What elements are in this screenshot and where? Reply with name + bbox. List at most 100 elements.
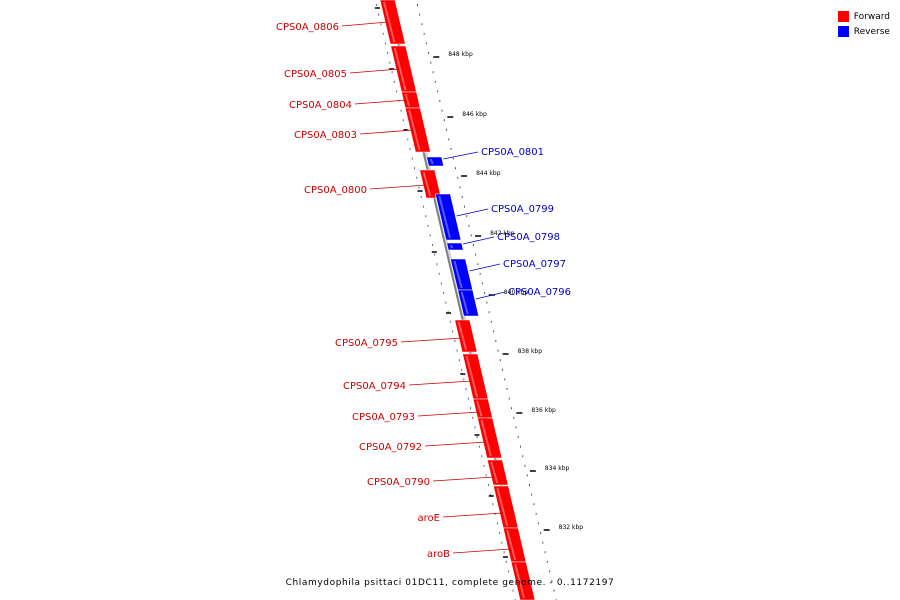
forward-swatch-icon [837, 11, 849, 22]
gene-label: CPS0A_0803 [294, 130, 357, 141]
ruler-dot [542, 541, 544, 544]
ruler-dot [382, 32, 384, 35]
ruler-dot [459, 186, 461, 189]
gene-label: CPS0A_0798 [497, 232, 560, 243]
legend-item-reverse: Reverse [837, 24, 890, 39]
gene-highlight [460, 291, 469, 315]
ruler-dot [449, 320, 451, 323]
tick-label: 838 kbp [518, 348, 543, 355]
gene-arrow [486, 459, 509, 486]
ruler-dot [470, 234, 472, 237]
ruler-dotted-line [375, 4, 557, 600]
ruler-dot [487, 484, 489, 486]
gene-label: CPS0A_0800 [304, 185, 367, 196]
ruler-dot [485, 474, 487, 477]
leader-line [400, 337, 462, 343]
gene-highlight [490, 461, 499, 484]
gene-feature [457, 289, 480, 317]
ruler-dot [470, 407, 472, 410]
gene-label: CPS0A_0793 [352, 412, 415, 423]
ruler-dot [457, 176, 459, 179]
gene-label: aroE [418, 513, 440, 524]
gene-highlight [496, 487, 509, 527]
gene-highlight [429, 158, 434, 165]
gene-label: CPS0A_0797 [503, 259, 566, 270]
legend-label: Reverse [853, 26, 890, 37]
ruler-dot [430, 61, 432, 64]
gene-feature [493, 485, 519, 529]
ruler-dot [393, 80, 395, 83]
ruler-dot [396, 90, 398, 93]
ruler-dot [380, 23, 382, 26]
gene-feature [486, 459, 509, 486]
leader-line [359, 129, 414, 135]
ruler-ticks: 848 kbp 846 kbp 844 kbp 842 kbp 840 kbp 838 k… [374, 7, 583, 558]
ruler-dot [502, 368, 504, 371]
ruler-dot [549, 570, 551, 573]
leader-line [456, 208, 489, 217]
ruler-dot [420, 196, 422, 198]
tick-label: 834 kbp [545, 465, 570, 472]
leader-line [424, 441, 487, 447]
leader-line [408, 380, 472, 386]
ruler-dot [495, 340, 497, 342]
ruler-dot [504, 378, 506, 381]
ruler-dot [465, 388, 467, 390]
ruler-dot [506, 388, 508, 390]
gene-arrow [510, 561, 536, 600]
ruler-dot [387, 52, 389, 54]
gene-feature [446, 242, 464, 251]
leader-line [432, 476, 495, 482]
ruler-dot [428, 52, 430, 54]
ruler-dot [384, 42, 386, 45]
gene-highlight [457, 321, 468, 351]
ruler-dot [476, 436, 478, 438]
ruler-dot [458, 359, 460, 362]
tick-label: 844 kbp [476, 170, 501, 177]
ruler-dot [512, 589, 514, 592]
ruler-dot [508, 397, 510, 400]
leader-line [462, 236, 495, 245]
gene-feature [434, 193, 462, 241]
ruler-dot [400, 109, 402, 112]
ruler-dot [490, 320, 492, 323]
ruler-dot [419, 13, 421, 16]
ruler-dot [496, 522, 498, 525]
legend-label: Forward [853, 11, 890, 22]
ruler-dot [499, 359, 501, 362]
reverse-swatch-icon [837, 26, 849, 37]
ruler-dot [425, 215, 427, 218]
gene-arrow [434, 193, 462, 241]
gene-feature [426, 156, 445, 167]
ruler-dot [402, 119, 404, 122]
ruler-dot [488, 311, 490, 314]
ruler-dot [505, 560, 507, 563]
ruler-dot [389, 61, 391, 64]
leader-line [452, 548, 512, 554]
gene-highlight [453, 260, 463, 289]
gene-feature [454, 319, 478, 353]
ruler-dot [436, 263, 438, 266]
ruler-dot [391, 71, 393, 74]
ruler-dot [447, 311, 449, 314]
gene-label: CPS0A_0790 [367, 477, 430, 488]
ruler-dot [510, 580, 512, 582]
ruler-dot [454, 340, 456, 342]
ruler-dot [440, 282, 442, 285]
ruler-dot [448, 138, 450, 141]
gene-highlight [480, 419, 492, 457]
ruler-dot [517, 436, 519, 438]
tick-label: 848 kbp [448, 51, 473, 58]
tick-label: 840 kbp [504, 289, 529, 296]
leader-line [443, 151, 479, 160]
gene-feature [379, 0, 406, 45]
ruler-dot [553, 589, 555, 592]
gene-label: CPS0A_0805 [284, 69, 347, 80]
ruler-dot [503, 551, 505, 554]
gene-arrow [477, 417, 503, 459]
ruler-dot [497, 349, 499, 352]
ruler-dot [437, 90, 439, 93]
gene-highlight [393, 47, 407, 91]
gene-feature [450, 258, 474, 291]
